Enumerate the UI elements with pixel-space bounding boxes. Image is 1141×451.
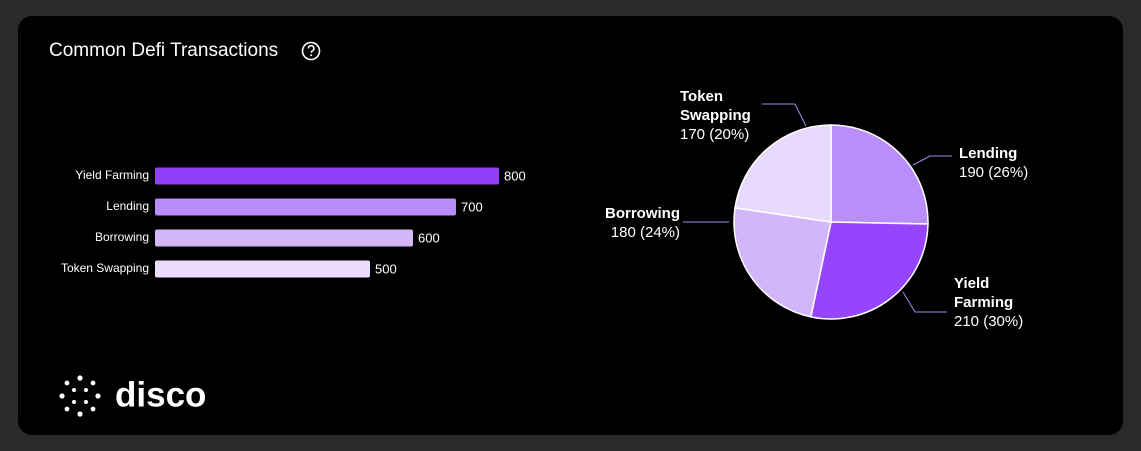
pie-category: Lending <box>959 145 1018 162</box>
pie-label: Borrowing 180 (24%) <box>560 204 680 242</box>
pie-value: 210 (30%) <box>954 313 1024 330</box>
bar <box>155 229 413 247</box>
pie-label: Token Swapping 170 (20%) <box>680 87 765 144</box>
bar <box>155 260 370 278</box>
pie-slice <box>830 124 929 225</box>
pie-category: Token Swapping <box>680 88 751 124</box>
pie-category: Borrowing <box>605 205 680 222</box>
help-icon[interactable] <box>301 41 321 61</box>
card-title: Common Defi Transactions <box>49 40 278 61</box>
bar <box>155 167 499 185</box>
pie-value: 170 (20%) <box>680 126 750 143</box>
bar-label: Token Swapping <box>61 261 149 275</box>
pie-slice <box>733 206 832 318</box>
bar-label: Yield Farming <box>75 168 149 182</box>
pie-value: 180 (24%) <box>610 224 680 241</box>
pie-category: Yield Farming <box>954 275 1014 311</box>
bar-label: Borrowing <box>95 230 149 244</box>
pie-label: Lending 190 (26%) <box>959 144 1028 182</box>
bar-value: 800 <box>504 168 526 183</box>
bar-value: 500 <box>375 261 397 276</box>
bar-label: Lending <box>106 199 149 213</box>
bar <box>155 198 456 216</box>
bar-value: 700 <box>461 199 483 214</box>
brand-logo <box>59 375 101 417</box>
pie-value: 190 (26%) <box>959 164 1029 181</box>
brand-name: disco <box>115 375 206 414</box>
bar-value: 600 <box>418 230 440 245</box>
callout-lines <box>683 103 952 313</box>
pie-label: Yield Farming 210 (30%) <box>954 274 1024 331</box>
card <box>18 16 1123 435</box>
pie-slice <box>734 124 832 223</box>
pie-slice <box>809 221 929 320</box>
